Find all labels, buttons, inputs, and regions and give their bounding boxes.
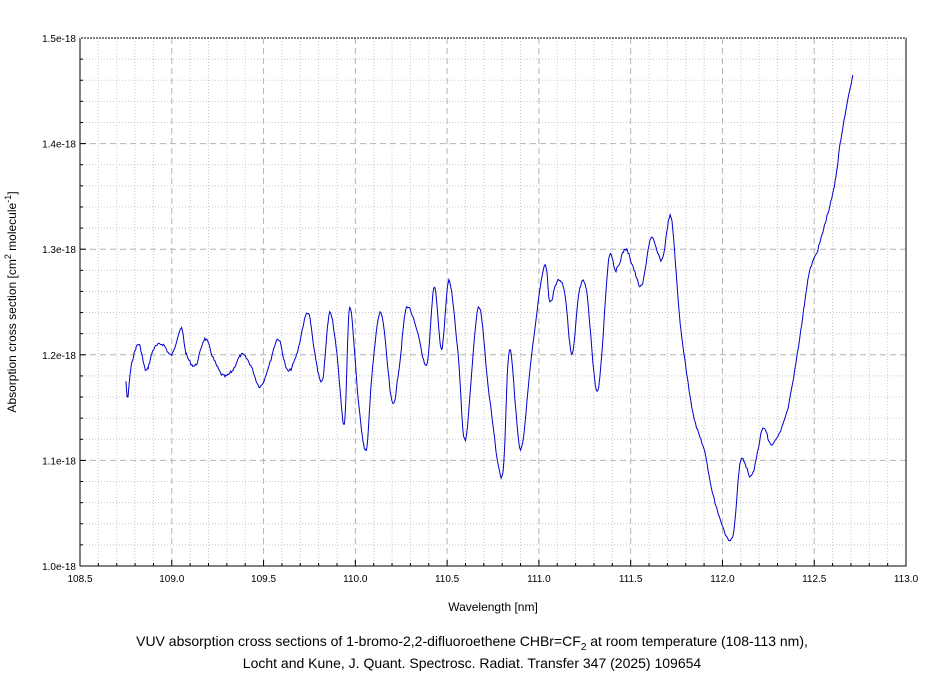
- y-tick-label: 1.4e-18: [42, 140, 76, 151]
- caption-subscript: 2: [580, 641, 587, 653]
- axis-ticks: [79, 37, 907, 567]
- x-tick-labels: 108.5 109.0 109.5 110.0 110.5 111.0 111.5 112.0…: [67, 574, 918, 585]
- caption-line-2: Locht and Kune, J. Quant. Spectrosc. Rad…: [242, 655, 702, 671]
- caption-text-prefix: VUV absorption cross sections of 1-bromo…: [136, 633, 581, 649]
- x-tick-label: 113.0: [894, 574, 919, 585]
- y-tick-label: 1.2e-18: [42, 351, 76, 362]
- x-tick-label: 109.5: [251, 574, 276, 585]
- grid-lines: [80, 38, 906, 566]
- plot-frame: [79, 37, 907, 567]
- series-line: [125, 74, 854, 542]
- y-tick-label: 1.0e-18: [42, 562, 76, 573]
- x-tick-label: 108.5: [67, 574, 92, 585]
- y-axis-title: Absorption cross section [cm2 molecule-1…: [3, 191, 19, 412]
- x-tick-label: 112.5: [802, 574, 827, 585]
- y-tick-label: 1.1e-18: [42, 456, 76, 467]
- x-axis-title: Wavelength [nm]: [448, 600, 538, 614]
- y-tick-labels: 1.0e-18 1.1e-18 1.2e-18 1.3e-18 1.4e-18 1.5e-…: [42, 34, 76, 573]
- y-tick-label: 1.5e-18: [42, 34, 76, 45]
- caption-line-1: VUV absorption cross sections of 1-bromo…: [0, 631, 944, 658]
- x-tick-label: 109.0: [159, 574, 184, 585]
- x-tick-label: 112.0: [710, 574, 735, 585]
- y-tick-label: 1.3e-18: [42, 245, 76, 256]
- caption-text-suffix: at room temperature (108-113 nm),: [586, 633, 808, 649]
- x-tick-label: 111.0: [527, 574, 551, 585]
- x-tick-label: 110.0: [343, 574, 368, 585]
- x-tick-label: 110.5: [435, 574, 460, 585]
- x-tick-label: 111.5: [619, 574, 643, 585]
